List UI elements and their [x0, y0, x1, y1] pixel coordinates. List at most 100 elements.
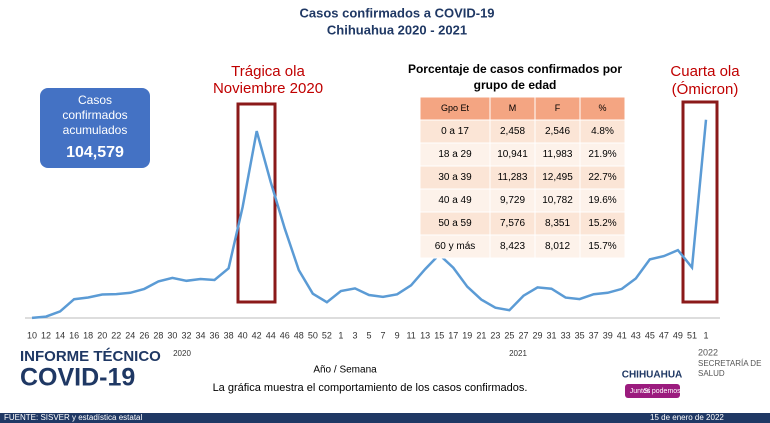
x-tick-label: 51: [687, 330, 697, 340]
table-cell-text: 10,941: [497, 149, 528, 160]
table-header: Gpo Et: [441, 103, 470, 113]
x-tick-label: 25: [504, 330, 514, 340]
caption: La gráfica muestra el comportamiento de …: [213, 382, 528, 394]
footer-bar: [0, 413, 770, 423]
highlight-box: [681, 100, 719, 304]
table-cell-text: 8,423: [500, 241, 525, 252]
x-tick-label: 50: [308, 330, 318, 340]
x-tick-label: 20: [97, 330, 107, 340]
table-cell: [579, 234, 626, 259]
x-tick-label: 14: [55, 330, 65, 340]
x-tick-label: 28: [153, 330, 163, 340]
table-cell-text: 7,576: [500, 218, 525, 229]
annotation: (Ómicron): [672, 81, 739, 98]
table-cell-text: 22.7%: [588, 172, 616, 183]
table-cell-text: 10,782: [542, 195, 573, 206]
x-tick-label: 9: [395, 330, 400, 340]
table-cell-text: 40 a 49: [438, 195, 472, 206]
table-cell-text: 12,495: [542, 172, 573, 183]
highlight-box: [236, 102, 277, 304]
line: [31, 119, 708, 320]
table-cell-text: 15.2%: [588, 218, 616, 229]
x-tick-label: 34: [195, 330, 205, 340]
report-title: INFORME TÉCNICO: [20, 348, 161, 365]
x-tick-label: 35: [575, 330, 585, 340]
x-tick-label: 38: [224, 330, 234, 340]
year-label: 2020: [173, 349, 191, 358]
summary-label: Casos: [78, 93, 112, 107]
x-tick-label: 41: [617, 330, 627, 340]
x-tick-label: 10: [27, 330, 37, 340]
x-tick-label: 5: [366, 330, 371, 340]
summary-box: [40, 88, 150, 168]
motto: Sí podemos: [643, 388, 681, 395]
summary-label: confirmados: [62, 108, 127, 122]
x-tick-label: 15: [434, 330, 444, 340]
table-cell-text: 2,546: [545, 126, 570, 137]
x-tick-label: 1: [703, 330, 708, 340]
table-header: %: [598, 103, 606, 113]
agency: SALUD: [698, 369, 725, 378]
x-tick-label: 33: [561, 330, 571, 340]
x-tick-label: 32: [181, 330, 191, 340]
agency-year: 2022: [698, 347, 718, 357]
subtitle: Chihuahua 2020 - 2021: [327, 22, 467, 37]
year-label: 2021: [509, 349, 527, 358]
x-tick-label: 37: [589, 330, 599, 340]
x-tick-label: 46: [280, 330, 290, 340]
table-cell-text: 0 a 17: [441, 126, 469, 137]
table-cell-text: 11,983: [543, 149, 573, 160]
table-title: grupo de edad: [474, 78, 557, 92]
title: Casos confirmados a COVID-19: [299, 5, 494, 20]
x-tick-label: 16: [69, 330, 79, 340]
summary-value: 104,579: [66, 144, 124, 161]
x-tick-label: 23: [490, 330, 500, 340]
x-tick-label: 24: [125, 330, 135, 340]
table-cell-text: 15.7%: [588, 241, 616, 252]
annotation: Cuarta ola: [670, 63, 740, 80]
annotation: Trágica ola: [231, 63, 305, 80]
motto: Juntos: [630, 388, 651, 395]
x-tick-label: 44: [266, 330, 276, 340]
state-name: CHIHUAHUA: [622, 370, 683, 381]
x-tick-label: 17: [448, 330, 458, 340]
table-cell-text: 4.8%: [591, 126, 614, 137]
table-cell-text: 19.6%: [588, 195, 616, 206]
summary-label: acumulados: [63, 123, 128, 137]
x-tick-label: 39: [603, 330, 613, 340]
x-tick-label: 29: [532, 330, 542, 340]
x-tick-label: 13: [420, 330, 430, 340]
table-header: M: [509, 103, 517, 113]
table-cell-text: 60 y más: [435, 241, 476, 252]
x-tick-label: 36: [210, 330, 220, 340]
x-tick-label: 52: [322, 330, 332, 340]
table-header: F: [555, 103, 561, 113]
x-tick-label: 12: [41, 330, 51, 340]
table-title: Porcentaje de casos confirmados por: [408, 62, 622, 76]
table-cell-text: 30 a 39: [438, 172, 472, 183]
table-cell-text: 21.9%: [588, 149, 616, 160]
x-tick-label: 40: [238, 330, 248, 340]
date: 15 de enero de 2022: [650, 413, 724, 422]
x-tick-label: 26: [139, 330, 149, 340]
x-tick-label: 22: [111, 330, 121, 340]
motto-box: [625, 384, 680, 398]
x-tick-label: 11: [406, 330, 415, 340]
table-cell-text: 8,351: [545, 218, 570, 229]
x-tick-label: 21: [476, 330, 486, 340]
x-tick-label: 49: [673, 330, 683, 340]
x-tick-label: 31: [547, 330, 557, 340]
table-cell-text: 2,458: [500, 126, 525, 137]
x-tick-label: 43: [631, 330, 641, 340]
x-tick-label: 47: [659, 330, 669, 340]
x-tick-label: 30: [167, 330, 177, 340]
x-tick-label: 1: [338, 330, 343, 340]
annotation: Noviembre 2020: [213, 80, 323, 97]
x-tick-label: 48: [294, 330, 304, 340]
table-cell-text: 50 a 59: [438, 218, 472, 229]
x-tick-label: 7: [381, 330, 386, 340]
report-title: COVID-19: [20, 364, 135, 392]
table-cell-text: 11,283: [498, 172, 528, 183]
x-tick-label: 18: [83, 330, 93, 340]
